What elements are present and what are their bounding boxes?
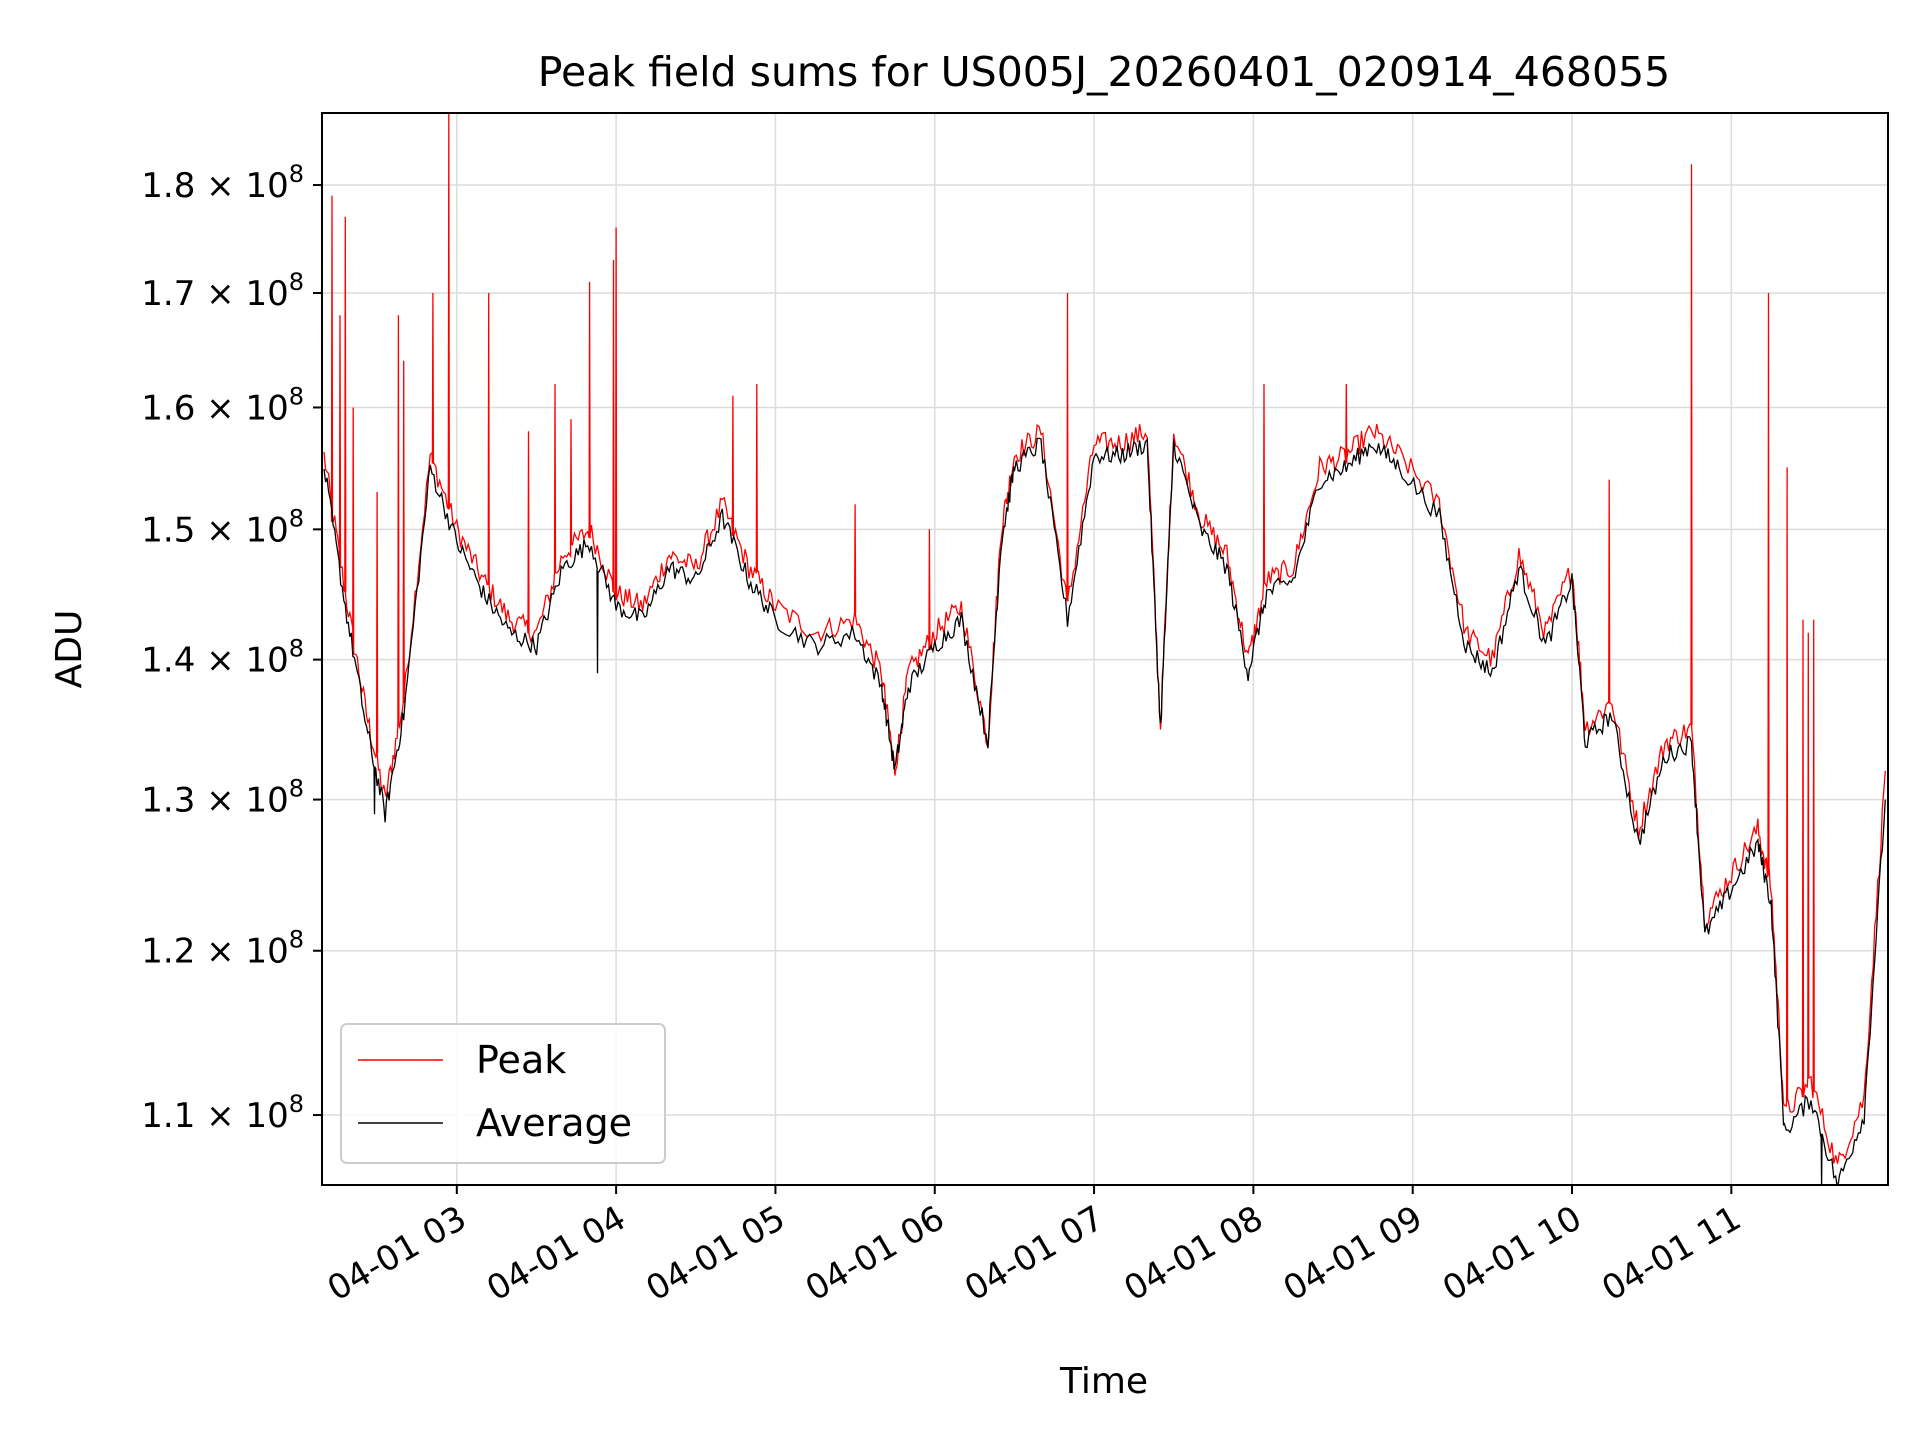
x-tick-label: 04-01 07 xyxy=(958,1198,1110,1309)
average-series-line xyxy=(323,437,1886,1185)
y-tick-label: 1.1 × 108 xyxy=(141,1090,304,1136)
x-tick-label: 04-01 10 xyxy=(1436,1198,1588,1309)
legend: Peak Average xyxy=(340,1023,666,1164)
plot-frame xyxy=(321,112,1889,1186)
legend-average-label: Average xyxy=(476,1101,632,1145)
x-tick-label: 04-01 05 xyxy=(640,1198,792,1309)
x-axis-label: Time xyxy=(1059,1361,1148,1402)
x-axis: 04-01 03 04-01 04 04-01 05 04-01 06 04-01 07… xyxy=(321,1185,1748,1309)
y-tick-label: 1.6 × 108 xyxy=(141,382,304,428)
y-tick-label: 1.5 × 108 xyxy=(141,504,304,550)
y-tick-label: 1.2 × 108 xyxy=(141,926,304,972)
x-tick-label: 04-01 09 xyxy=(1277,1198,1429,1309)
x-tick-label: 04-01 11 xyxy=(1595,1198,1747,1309)
y-tick-label: 1.7 × 108 xyxy=(141,268,304,314)
legend-box xyxy=(340,1023,666,1164)
x-tick-label: 04-01 04 xyxy=(480,1198,632,1309)
x-tick-label: 04-01 08 xyxy=(1117,1198,1269,1309)
peak-series-line xyxy=(323,113,1886,1164)
x-tick-label: 04-01 03 xyxy=(321,1198,473,1309)
y-tick-label: 1.8 × 108 xyxy=(141,160,304,206)
y-tick-label: 1.3 × 108 xyxy=(141,775,304,821)
y-axis-label: ADU xyxy=(49,610,90,689)
chart-title: Peak field sums for US005J_20260401_0209… xyxy=(538,48,1671,96)
x-tick-label: 04-01 06 xyxy=(799,1198,951,1309)
y-tick-label: 1.4 × 108 xyxy=(141,635,304,681)
y-axis: 1.1 × 108 1.2 × 108 1.3 × 108 1.4 × 108 1.5 … xyxy=(141,160,322,1136)
legend-peak-label: Peak xyxy=(476,1038,566,1082)
